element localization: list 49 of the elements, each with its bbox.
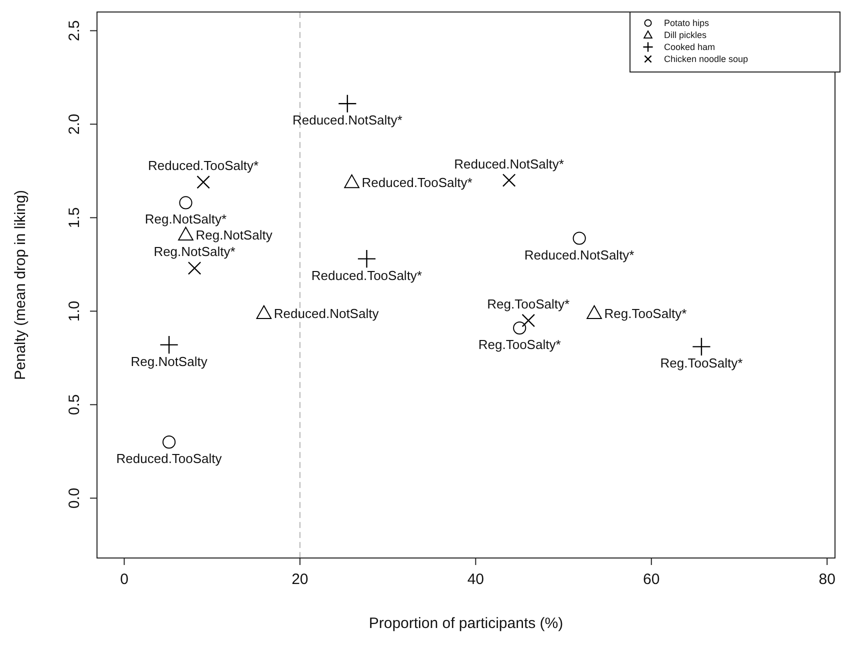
annotation: Reduced.NotSalty* [524,247,634,262]
point [344,174,360,188]
point [160,335,178,354]
annotation: Reg.NotSalty* [144,212,227,227]
annotation: Reduced.NotSalty [274,306,380,322]
legend-label: Cooked ham [664,42,716,52]
point [357,249,376,268]
annotation: Reg.TooSalty* [478,337,561,352]
x-axis-title: Proportion of participants (%) [368,615,564,632]
annotation: Reduced.TooSalty* [362,175,472,190]
annotation: Reg.NotSalty [196,228,273,243]
point [502,174,516,187]
annotation: Reg.TooSalty* [660,356,743,371]
y-tick-label: 2.5 [66,20,83,42]
annotation: Reduced.TooSalty* [148,158,259,174]
x-tick-label: 80 [818,571,836,588]
x-tick-label: 20 [292,571,308,588]
annotation: Reduced.NotSalty* [454,156,564,172]
point [572,232,586,245]
y-tick-label: 1.5 [66,207,83,228]
annotation: Reduced.NotSalty* [292,112,402,128]
y-tick-label: 0.5 [66,394,83,416]
x-tick-label: 0 [120,571,128,588]
point [188,262,202,275]
annotation: Reg.NotSalty* [154,244,236,260]
point [513,321,526,335]
legend-label: Dill pickles [664,30,708,40]
point [692,337,711,356]
point [338,94,357,114]
annotation: Reg.NotSalty [130,354,208,369]
legend-label: Chicken noodle soup [664,54,748,64]
point [522,314,536,328]
y-axis-title: Penalty (mean drop in liking) [12,190,29,380]
y-tick-label: 1.0 [66,300,83,322]
annotation: Reduced.TooSalty [116,451,222,466]
point [178,226,194,240]
point [162,436,176,449]
annotation: Reduced.TooSalty* [311,268,422,283]
annotation: Reg.TooSalty* [487,296,570,312]
x-tick-label: 60 [643,571,660,588]
x-tick-label: 40 [467,571,484,588]
point [586,305,602,319]
point [196,176,210,189]
point [179,196,192,210]
point [256,305,272,319]
annotation: Reg.TooSalty* [604,306,687,322]
y-tick-label: 2.0 [66,114,83,135]
legend-label: Potato hips [664,18,710,28]
y-tick-label: 0.0 [66,488,83,509]
